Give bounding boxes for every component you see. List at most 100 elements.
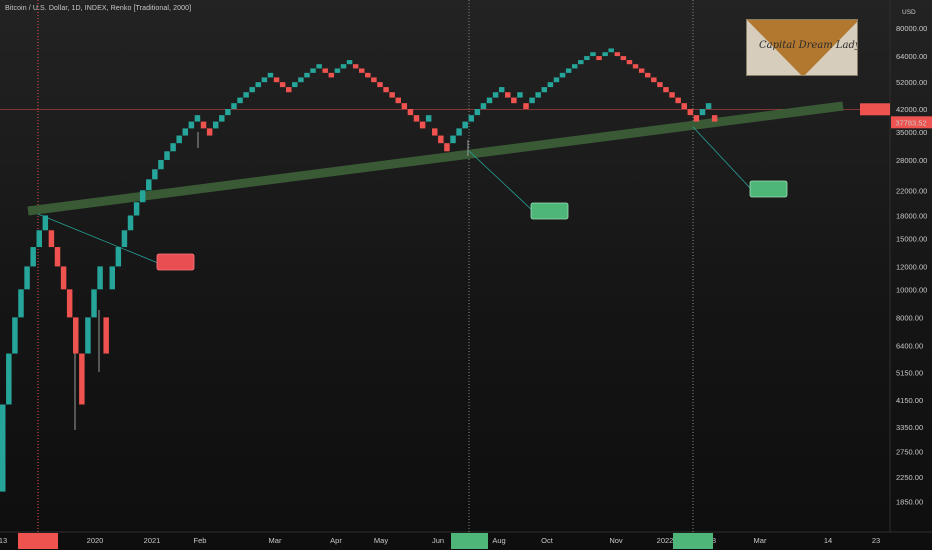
renko-brick-down — [371, 77, 377, 83]
renko-brick-up — [541, 87, 548, 93]
renko-brick-up — [334, 68, 341, 73]
renko-brick-down — [711, 115, 718, 122]
renko-brick-down — [407, 109, 414, 116]
renko-brick-up — [517, 92, 523, 98]
renko-brick-down — [377, 82, 383, 88]
renko-brick-up — [231, 103, 237, 110]
annotation-connector-3 — [692, 126, 752, 190]
renko-brick-down — [438, 135, 444, 144]
x-tick-label: Jun — [432, 536, 444, 545]
renko-brick-up — [139, 190, 146, 203]
x-marker-label-box — [18, 533, 58, 549]
renko-brick-up — [121, 230, 128, 248]
renko-brick-up — [565, 68, 572, 73]
y-tick-label: 80000.00 — [896, 24, 927, 33]
renko-brick-down — [328, 72, 335, 78]
renko-brick-down — [365, 72, 371, 78]
renko-brick-up — [97, 266, 103, 290]
renko-brick-down — [632, 64, 639, 69]
y-tick-label: 6400.00 — [896, 341, 923, 350]
x-tick-label: 2022 — [657, 536, 674, 545]
renko-brick-up — [212, 121, 219, 129]
annotation-box[interactable] — [749, 180, 788, 198]
renko-brick-up — [0, 404, 6, 492]
renko-brick-up — [492, 92, 499, 98]
renko-brick-up — [24, 266, 30, 290]
renko-brick-down — [626, 60, 633, 65]
y-tick-label: 8000.00 — [896, 313, 923, 322]
renko-brick-down — [401, 103, 408, 110]
renko-brick-up — [705, 103, 712, 110]
x-tick-label: Nov — [609, 536, 623, 545]
x-tick-label: Feb — [194, 536, 207, 545]
renko-brick-up — [316, 64, 322, 69]
chart-title: Bitcoin / U.S. Dollar, 1D, INDEX, Renko … — [5, 5, 192, 12]
renko-brick-up — [42, 215, 49, 231]
renko-brick-down — [663, 87, 669, 93]
renko-brick-up — [590, 52, 596, 57]
y-tick-label: 12000.00 — [896, 262, 927, 271]
renko-brick-up — [85, 317, 91, 354]
y-tick-label: 22000.00 — [896, 186, 927, 195]
renko-brick-up — [468, 115, 475, 122]
y-tick-label: 52000.00 — [896, 78, 927, 87]
y-tick-label: 4150.00 — [896, 396, 923, 405]
currency-label: USD — [902, 9, 916, 16]
renko-brick-down — [352, 64, 359, 69]
renko-brick-up — [249, 87, 255, 93]
renko-brick-down — [60, 266, 67, 290]
renko-brick-up — [425, 115, 432, 122]
renko-brick-up — [12, 317, 18, 354]
renko-brick-up — [6, 353, 12, 405]
renko-brick-down — [681, 103, 687, 110]
renko-brick-down — [54, 247, 61, 267]
x-tick-label: Mar — [269, 536, 282, 545]
y-tick-label: 64000.00 — [896, 52, 927, 61]
x-marker-label-box — [451, 533, 488, 549]
renko-brick-up — [535, 92, 541, 98]
renko-brick-down — [413, 115, 420, 122]
renko-brick-down — [79, 353, 85, 405]
renko-brick-down — [200, 121, 207, 129]
renko-brick-down — [651, 77, 657, 83]
renko-brick-down — [432, 128, 438, 136]
annotation-box[interactable] — [530, 202, 569, 220]
x-tick-label: 13 — [0, 536, 7, 545]
y-tick-label: 2250.00 — [896, 473, 923, 482]
x-tick-label: Aug — [492, 536, 505, 545]
renko-brick-up — [480, 103, 487, 110]
renko-brick-down — [657, 82, 663, 88]
renko-brick-down — [669, 92, 675, 98]
renko-brick-down — [389, 92, 395, 98]
renko-brick-down — [359, 68, 365, 73]
watermark-logo: Capital Dream Lady — [746, 19, 858, 76]
renko-brick-down — [322, 68, 328, 73]
renko-brick-up — [608, 48, 614, 53]
renko-brick-down — [620, 56, 627, 61]
renko-brick-up — [571, 64, 578, 69]
renko-brick-down — [419, 121, 426, 129]
renko-brick-up — [462, 121, 468, 129]
renko-brick-up — [547, 82, 554, 88]
renko-brick-up — [267, 72, 274, 78]
annotation-box[interactable] — [156, 253, 195, 271]
renko-brick-down — [511, 97, 517, 104]
renko-brick-up — [553, 77, 560, 83]
renko-brick-up — [584, 56, 590, 61]
y-tick-label: 10000.00 — [896, 285, 927, 294]
renko-brick-down — [279, 82, 286, 88]
annotation-connector-1 — [37, 213, 159, 264]
logo-text: Capital Dream Lady — [759, 40, 858, 51]
renko-brick-down — [687, 109, 694, 116]
renko-brick-down — [73, 317, 79, 354]
renko-brick-up — [182, 128, 189, 136]
y-tick-label: 35000.00 — [896, 128, 927, 137]
renko-brick-up — [498, 87, 505, 93]
x-tick-label: Apr — [330, 536, 342, 545]
current-price-text: 37783.52 — [895, 118, 926, 127]
x-tick-label: 23 — [872, 536, 880, 545]
support-trendline[interactable] — [27, 101, 844, 216]
renko-brick-down — [285, 87, 292, 93]
x-tick-label: 2020 — [87, 536, 104, 545]
